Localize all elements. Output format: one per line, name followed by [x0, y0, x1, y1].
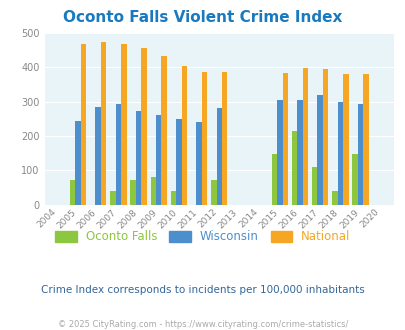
Bar [81, 44, 86, 205]
Bar [95, 108, 100, 205]
Bar [170, 191, 176, 205]
Bar [362, 74, 368, 205]
Bar [110, 191, 115, 205]
Bar [135, 111, 141, 205]
Bar [115, 104, 121, 205]
Bar [130, 180, 135, 205]
Bar [276, 100, 282, 205]
Bar [311, 167, 317, 205]
Bar [100, 42, 106, 205]
Bar [211, 180, 216, 205]
Text: Oconto Falls Violent Crime Index: Oconto Falls Violent Crime Index [63, 10, 342, 25]
Bar [357, 104, 362, 205]
Text: Crime Index corresponds to incidents per 100,000 inhabitants: Crime Index corresponds to incidents per… [41, 285, 364, 295]
Bar [337, 102, 342, 205]
Bar [181, 66, 187, 205]
Bar [176, 119, 181, 205]
Bar [331, 191, 337, 205]
Bar [201, 72, 207, 205]
Bar [352, 154, 357, 205]
Legend: Oconto Falls, Wisconsin, National: Oconto Falls, Wisconsin, National [51, 226, 354, 248]
Bar [302, 68, 307, 205]
Bar [196, 122, 201, 205]
Bar [150, 177, 156, 205]
Bar [216, 108, 222, 205]
Bar [342, 74, 347, 205]
Bar [141, 49, 146, 205]
Bar [75, 121, 81, 205]
Text: © 2025 CityRating.com - https://www.cityrating.com/crime-statistics/: © 2025 CityRating.com - https://www.city… [58, 320, 347, 329]
Bar [317, 95, 322, 205]
Bar [271, 154, 276, 205]
Bar [121, 44, 126, 205]
Bar [222, 72, 227, 205]
Bar [296, 100, 302, 205]
Bar [282, 73, 287, 205]
Bar [322, 69, 328, 205]
Bar [291, 131, 296, 205]
Bar [156, 115, 161, 205]
Bar [70, 180, 75, 205]
Bar [161, 56, 166, 205]
